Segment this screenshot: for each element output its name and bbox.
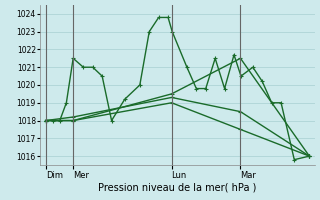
X-axis label: Pression niveau de la mer( hPa ): Pression niveau de la mer( hPa ) [98,182,257,192]
